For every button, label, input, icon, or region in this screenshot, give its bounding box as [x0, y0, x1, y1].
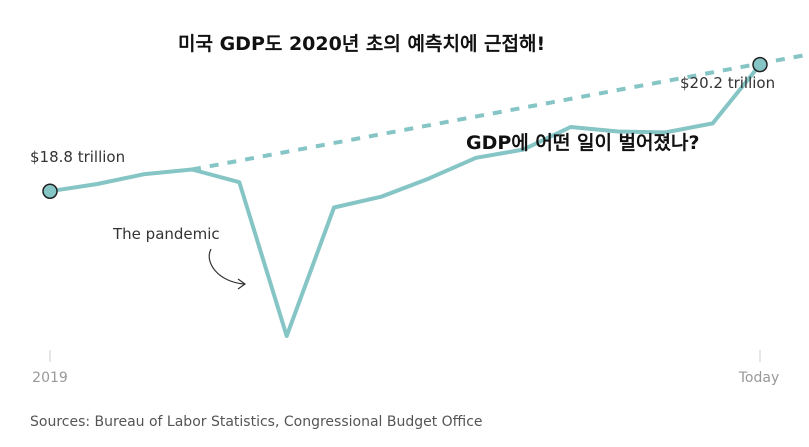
end-value-label: $20.2 trillion: [680, 74, 775, 92]
annotation-arrowhead: [237, 278, 247, 290]
pandemic-annotation: The pandemic: [112, 225, 220, 243]
chart-subtitle: GDP에 어떤 일이 벌어졌나?: [466, 132, 699, 154]
start-value-label: $18.8 trillion: [30, 148, 125, 166]
actual-gdp-line: [49, 63, 762, 338]
annotation-arrow: [208, 248, 245, 285]
source-note: Sources: Bureau of Labor Statistics, Con…: [30, 414, 483, 430]
chart-title: 미국 GDP도 2020년 초의 예측치에 근접해!: [178, 33, 545, 55]
x-tick-label-today: Today: [738, 370, 780, 386]
start-point-marker: [42, 183, 58, 199]
x-tick-label-2019: 2019: [32, 370, 68, 386]
end-point-marker: [752, 56, 768, 73]
forecast-dashed-line: [191, 52, 808, 172]
x-axis: 2019 Today: [32, 350, 779, 386]
